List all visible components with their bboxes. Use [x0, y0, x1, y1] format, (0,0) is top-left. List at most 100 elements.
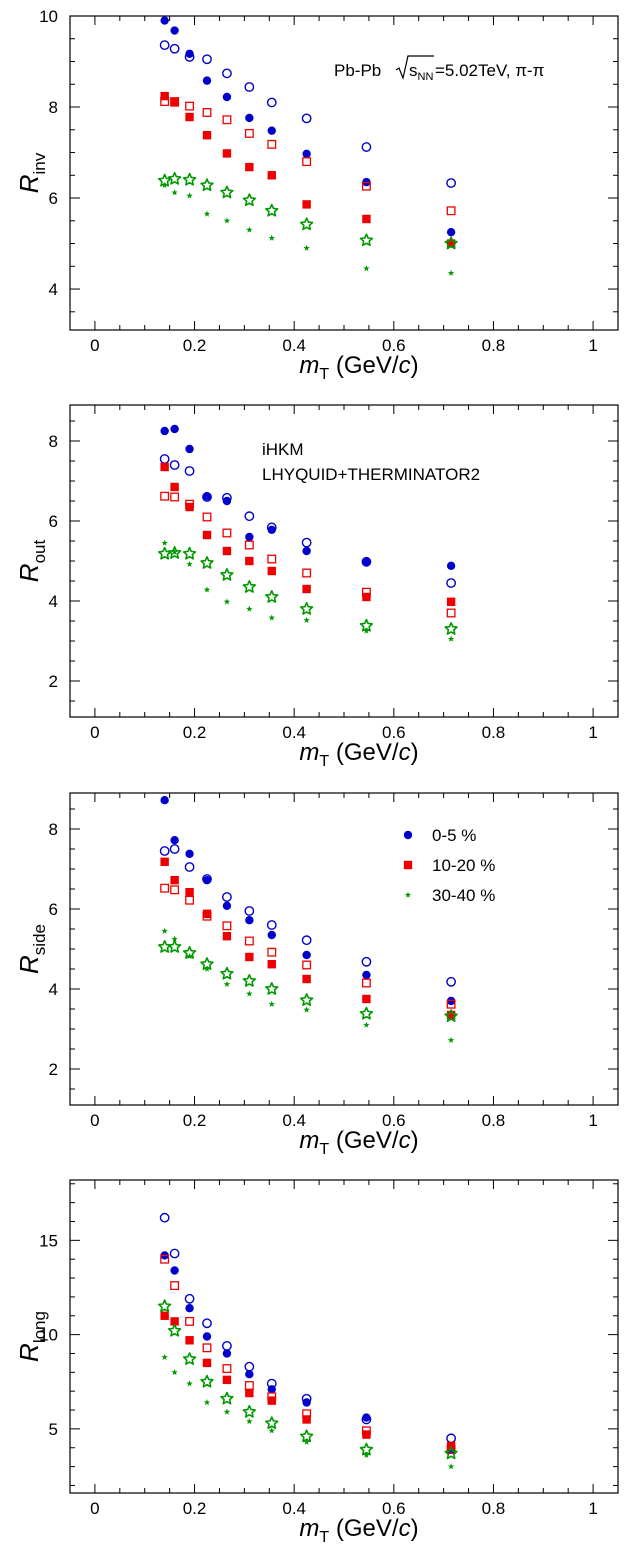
data-point: [301, 537, 312, 548]
data-point: [265, 203, 279, 217]
x-axis-label: mT (GeV/c): [299, 352, 418, 383]
y-tick-label: 4: [49, 980, 58, 999]
data-point: [244, 128, 254, 138]
data-point: [363, 1451, 370, 1459]
data-point: [246, 226, 253, 233]
data-point: [185, 895, 195, 905]
data-point: [161, 927, 168, 934]
data-point: [223, 217, 231, 224]
plot-frame: [69, 404, 619, 718]
y-tick-label: 15: [39, 1231, 58, 1250]
y-tick-label: 2: [49, 672, 58, 691]
y-tick-label: 4: [49, 280, 58, 299]
data-point: [202, 1318, 212, 1329]
data-point: [362, 557, 371, 566]
data-point: [266, 522, 277, 533]
data-point: [363, 1021, 370, 1028]
data-point: [202, 512, 212, 522]
data-point: [444, 621, 458, 635]
series-star-open: [157, 939, 458, 1023]
data-point: [160, 426, 169, 436]
data-point: [169, 1248, 180, 1259]
data-point: [184, 52, 195, 62]
series-square-filled: [160, 462, 456, 606]
x-tick-label: 0.4: [282, 723, 306, 742]
x-tick-label: 0.4: [282, 1111, 306, 1130]
data-point: [446, 597, 456, 606]
data-point: [202, 1358, 212, 1368]
data-point: [267, 1392, 277, 1402]
data-point: [222, 1375, 232, 1385]
data-point: [202, 530, 212, 540]
data-point: [245, 113, 254, 123]
series-square-open: [160, 97, 456, 216]
data-point: [223, 1408, 231, 1415]
data-point: [185, 101, 195, 111]
legend-marker: [403, 860, 413, 870]
data-point: [267, 960, 276, 969]
data-point: [184, 466, 195, 476]
series-star-small: [161, 181, 455, 276]
data-point: [245, 532, 254, 542]
data-point: [359, 618, 374, 632]
data-point: [302, 960, 312, 970]
data-point: [301, 1393, 312, 1404]
y-tick-label: 8: [49, 820, 58, 839]
data-point: [185, 499, 195, 509]
y-tick-label: 4: [49, 592, 58, 611]
data-point: [244, 906, 255, 916]
series-star-open: [157, 545, 458, 635]
y-tick-label: 10: [39, 1326, 58, 1345]
data-point: [182, 1352, 197, 1365]
y-tick-label: 6: [49, 900, 58, 919]
data-point: [444, 236, 458, 250]
data-point: [267, 566, 276, 576]
data-point: [301, 113, 312, 124]
data-point: [303, 1006, 310, 1013]
data-point: [200, 957, 214, 971]
data-point: [447, 269, 455, 276]
data-point: [267, 525, 276, 534]
data-point: [446, 608, 456, 618]
data-point: [169, 43, 180, 54]
data-point: [202, 492, 212, 502]
data-point: [161, 181, 168, 189]
data-point: [361, 556, 372, 567]
data-point: [359, 1006, 374, 1020]
data-point: [182, 945, 197, 959]
x-tick-label: 0.2: [183, 1111, 207, 1130]
data-point: [159, 1212, 170, 1223]
plot-frame: [69, 1179, 619, 1494]
data-point: [302, 546, 311, 556]
data-point: [170, 1281, 180, 1291]
data-point: [266, 97, 277, 108]
data-point: [160, 491, 170, 501]
data-point: [302, 974, 311, 984]
data-point: [202, 108, 212, 117]
data-point: [245, 952, 254, 962]
data-point: [170, 876, 179, 885]
chart-panel-3: 0 0.2 0.4 0.6 0.8 1 2 4 6 8 mT (GeV/c) Rside 0-5 % 10…: [14, 792, 619, 1158]
data-point: [246, 1417, 253, 1425]
data-point: [302, 950, 311, 960]
x-tick-label: 0.8: [482, 1111, 506, 1130]
data-point: [244, 1361, 255, 1372]
data-point: [161, 1353, 168, 1360]
data-point: [245, 162, 254, 172]
data-point: [359, 1442, 374, 1456]
data-point: [446, 239, 456, 248]
plot-frame: [69, 792, 619, 1106]
data-point: [242, 579, 257, 593]
data-point: [266, 920, 277, 930]
data-point: [362, 214, 371, 224]
data-point: [303, 1438, 310, 1445]
data-point: [222, 921, 232, 931]
data-point: [245, 916, 254, 925]
x-axis-label: mT (GeV/c): [299, 739, 418, 770]
data-point: [157, 173, 172, 187]
data-point: [302, 584, 311, 594]
data-point: [446, 976, 457, 987]
data-point: [160, 91, 169, 101]
data-point: [171, 935, 178, 942]
data-point: [186, 560, 193, 567]
